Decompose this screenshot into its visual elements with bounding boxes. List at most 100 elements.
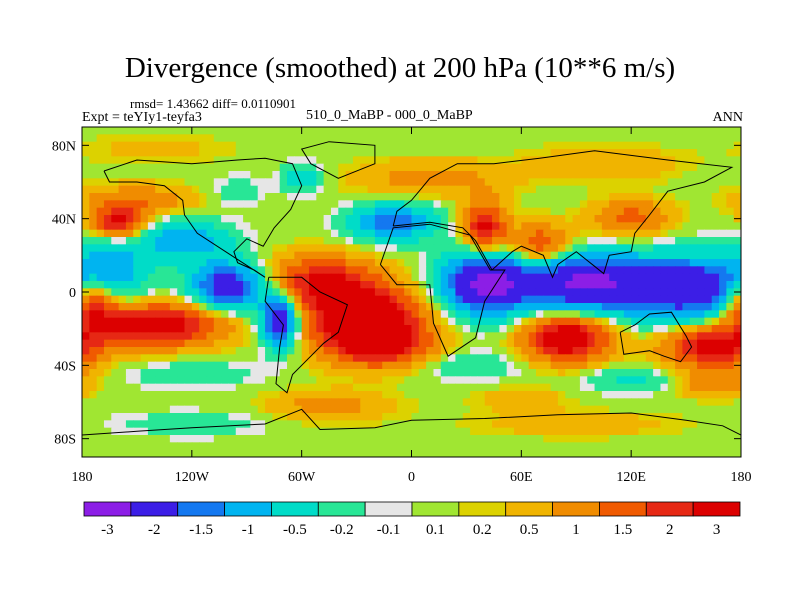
field-cell [389,200,398,209]
field-cell [528,435,537,443]
field-cell [294,127,303,135]
field-cell [294,339,303,348]
field-cell [492,251,500,260]
field-cell [82,347,90,355]
field-cell [147,171,156,179]
field-cell [565,229,574,238]
field-cell [528,215,537,223]
field-cell [631,435,640,443]
field-cell [125,215,134,223]
field-cell [389,127,398,135]
field-cell [257,427,266,436]
field-cell [675,134,684,143]
field-cell [96,266,105,275]
field-cell [133,127,142,135]
field-cell [272,288,281,297]
field-cell [243,251,252,260]
field-cell [697,281,705,289]
field-cell [506,222,515,231]
field-cell [287,141,295,150]
field-cell [528,207,537,216]
field-cell [719,207,727,216]
field-cell [228,222,237,231]
field-cell [565,449,574,457]
field-cell [484,354,493,363]
field-cell [470,156,478,165]
field-cell [177,251,186,260]
field-cell [265,347,273,355]
field-cell [345,332,354,341]
field-cell [440,207,449,216]
field-cell [418,376,427,385]
field-cell [162,273,171,282]
field-cell [440,134,449,143]
field-cell [162,376,171,385]
field-cell [711,185,720,194]
field-cell [711,171,720,179]
field-cell [360,178,369,187]
colorbar-swatch [645,501,694,517]
field-cell [316,435,325,443]
field-cell [638,317,647,326]
field-cell [535,273,544,282]
field-cell [389,244,398,253]
field-cell [213,325,222,333]
field-cell [579,215,588,223]
field-cell [492,413,500,421]
field-cell [616,317,625,326]
field-cell [382,149,391,157]
field-cell [726,200,735,209]
field-cell [140,163,149,172]
field-cell [411,251,420,260]
field-cell [140,193,149,201]
field-cell [177,163,186,172]
field-cell [514,398,522,407]
field-cell [462,171,471,179]
field-cell [455,405,464,414]
x-tick-label: 60W [288,470,316,485]
field-cell [638,171,647,179]
field-cell [272,200,281,209]
field-cell [287,281,295,289]
field-cell [616,420,625,429]
field-cell [455,266,464,275]
field-cell [426,215,435,223]
field-cell [426,127,435,135]
field-cell [689,391,698,399]
field-cell [667,413,676,421]
field-cell [147,281,156,289]
field-cell [521,215,530,223]
field-cell [477,163,486,172]
field-cell [492,449,500,457]
field-cell [155,354,164,363]
field-cell [206,325,215,333]
field-cell [213,193,222,201]
field-cell [470,207,478,216]
field-cell [301,295,310,304]
field-cell [235,369,244,377]
field-cell [243,134,252,143]
field-cell [689,193,698,201]
field-cell [462,369,471,377]
field-cell [213,310,222,319]
field-cell [733,339,741,348]
field-cell [89,171,98,179]
field-cell [499,127,508,135]
field-cell [418,178,427,187]
field-cell [616,229,625,238]
field-cell [653,134,662,143]
field-cell [462,237,471,245]
field-cell [250,303,259,311]
field-cell [382,193,391,201]
field-cell [521,361,530,370]
field-cell [470,163,478,172]
field-cell [279,237,288,245]
field-cell [287,127,295,135]
field-cell [572,354,581,363]
field-cell [338,391,347,399]
field-cell [213,361,222,370]
field-cell [360,273,369,282]
field-cell [411,229,420,238]
field-cell [594,127,603,135]
field-cell [250,193,259,201]
